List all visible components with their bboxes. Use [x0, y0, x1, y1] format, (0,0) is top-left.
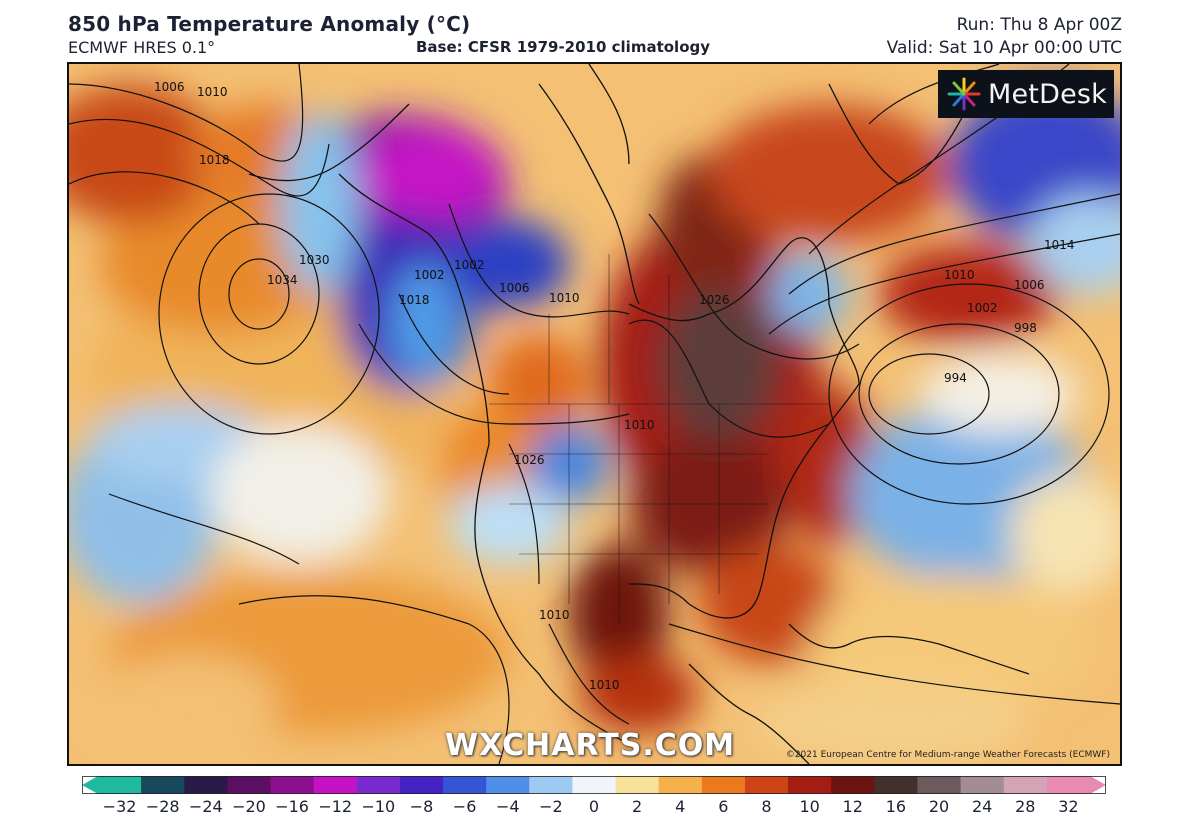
colorbar-cell — [744, 776, 789, 794]
colorbar-cell — [615, 776, 660, 794]
colorbar-cell — [227, 776, 272, 794]
colorbar-cell — [701, 776, 746, 794]
isobar-label: 1030 — [299, 253, 330, 267]
metdesk-brand-text: MetDesk — [988, 78, 1107, 110]
isobar-label: 1018 — [399, 293, 430, 307]
coastlines — [248, 64, 1030, 764]
colorbar-cell — [356, 776, 401, 794]
colorbar-tick-label: 28 — [1015, 797, 1036, 816]
colorbar-tick-label: −12 — [318, 797, 353, 816]
colorbar-cell — [658, 776, 703, 794]
colorbar-tick-label: −8 — [409, 797, 434, 816]
political-borders — [489, 254, 829, 624]
colorbar-cell — [486, 776, 530, 794]
isobar-label: 1010 — [624, 418, 655, 432]
isobar-label: 1026 — [699, 293, 730, 307]
isobar-label: 998 — [1014, 321, 1037, 335]
colorbar-tick-labels: −32 −28 −24 −20 −16 −12 −10 −8 −6 −4 −2 0 2 4 6 8 10 12 16… — [0, 797, 1200, 821]
colorbar-tick-label: 4 — [675, 797, 686, 816]
isobar-label: 1014 — [1044, 238, 1075, 252]
colorbar-right-arrow — [1090, 776, 1106, 794]
colorbar-tick-label: −20 — [232, 797, 266, 816]
colorbar-tick-label: 2 — [632, 797, 643, 816]
colorbar-cell — [1003, 776, 1048, 794]
isobar-label: 1034 — [267, 273, 298, 287]
isobar-label: 1026 — [514, 453, 545, 467]
run-label: Run: Thu 8 Apr 00Z — [956, 15, 1122, 35]
colorbar-cell — [572, 776, 617, 794]
colorbar-cell — [399, 776, 444, 794]
colorbar-cells — [98, 776, 1091, 794]
colorbar-tick-label: −2 — [539, 797, 563, 816]
colorbar-tick-label: −4 — [495, 797, 520, 816]
anomaly-field: 1006 1010 1018 1030 1034 1018 1002 1002 … — [69, 64, 1120, 764]
isobar-label: 1002 — [414, 268, 445, 282]
colorbar-tick-label: −16 — [275, 797, 309, 816]
colorbar-tick-label: 16 — [885, 797, 907, 816]
colorbar-cell — [831, 776, 875, 794]
colorbar-tick-label: −10 — [361, 797, 396, 816]
isobar-labels: 1006 1010 1018 1030 1034 1018 1002 1002 … — [154, 80, 1075, 692]
isobar-label: 994 — [944, 371, 967, 385]
colorbar-cell — [917, 776, 962, 794]
colorbar-cell — [443, 776, 487, 794]
colorbar-tick-label: 24 — [971, 797, 993, 816]
colorbar-cell — [1046, 776, 1091, 794]
colorbar-tick-label: −32 — [102, 797, 137, 816]
isobar-label: 1006 — [499, 281, 530, 295]
metdesk-burst-icon — [947, 77, 981, 111]
isobar-label: 1002 — [967, 301, 998, 315]
colorbar-cell — [184, 776, 228, 794]
colorbar-cell — [141, 776, 185, 794]
colorbar-cell — [788, 776, 832, 794]
isobar-label: 1010 — [549, 291, 580, 305]
isobar-label: 1006 — [154, 80, 185, 94]
colorbar-tick-label: 0 — [588, 797, 600, 816]
colorbar-cell — [874, 776, 918, 794]
colorbar-cell — [529, 776, 573, 794]
colorbar-cell — [960, 776, 1005, 794]
colorbar-tick-label: 8 — [761, 797, 772, 816]
wxcharts-watermark: WXCHARTS.COM — [445, 728, 736, 763]
colorbar-tick-label: 32 — [1058, 797, 1079, 816]
isobar-label: 1010 — [539, 608, 570, 622]
colorbar-cell — [270, 776, 315, 794]
colorbar-tick-label: 10 — [799, 797, 820, 816]
isobar-label: 1010 — [944, 268, 975, 282]
anomaly-map: 1006 1010 1018 1030 1034 1018 1002 1002 … — [67, 62, 1122, 766]
isobar-label: 1006 — [1014, 278, 1045, 292]
colorbar-tick-label: 6 — [718, 797, 729, 816]
colorbar-tick-label: −6 — [452, 797, 477, 816]
metdesk-logo: MetDesk — [938, 70, 1114, 118]
isobar-label: 1010 — [589, 678, 620, 692]
isobar-label: 1010 — [197, 85, 228, 99]
colorbar-cell — [98, 776, 142, 794]
isobar-label: 1002 — [454, 258, 485, 272]
valid-time-label: Valid: Sat 10 Apr 00:00 UTC — [886, 38, 1122, 58]
model-label: ECMWF HRES 0.1° — [68, 38, 216, 57]
climatology-label: Base: CFSR 1979-2010 climatology — [416, 38, 711, 56]
copyright-notice: ©2021 European Centre for Medium-range W… — [785, 750, 1110, 760]
chart-title: 850 hPa Temperature Anomaly (°C) — [68, 12, 471, 36]
colorbar-tick-label: 20 — [928, 797, 950, 816]
isobar-label: 1018 — [199, 153, 230, 167]
colorbar-tick-label: −28 — [145, 797, 180, 816]
colorbar-left-arrow — [82, 776, 98, 794]
colorbar — [82, 776, 1106, 794]
colorbar-tick-label: −24 — [188, 797, 223, 816]
colorbar-cell — [313, 776, 358, 794]
colorbar-tick-label: 12 — [842, 797, 863, 816]
